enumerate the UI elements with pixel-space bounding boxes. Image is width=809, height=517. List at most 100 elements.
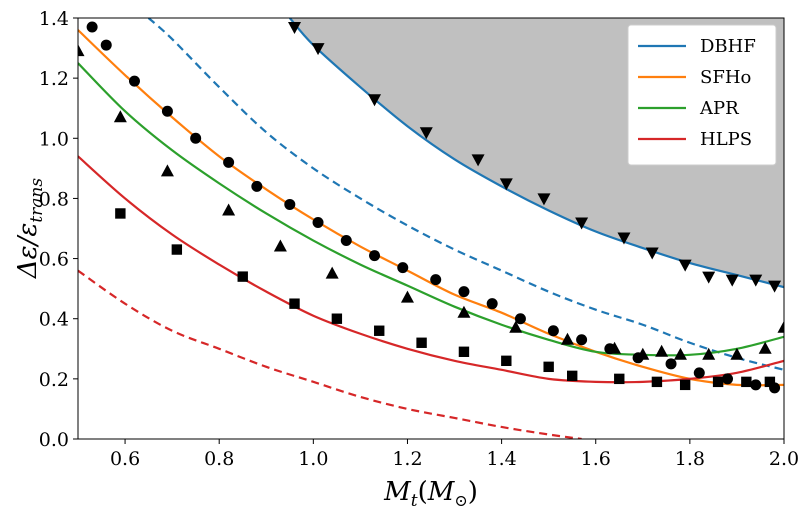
marker-triangles-down <box>702 271 716 284</box>
marker-circles <box>100 39 112 51</box>
series-line-dbhf-dashed <box>147 18 784 371</box>
y-axis-ticks: 0.0 0.2 0.4 0.6 0.8 1.0 1.2 1.4 <box>39 8 78 451</box>
x-tick-label: 0.6 <box>110 448 140 470</box>
marker-squares <box>712 376 724 388</box>
marker-triangles-up <box>509 320 523 333</box>
legend-label-apr: APR <box>699 98 739 119</box>
x-tick-label: 1.6 <box>581 448 611 470</box>
x-axis-ticks: 0.6 0.8 1.0 1.2 1.4 1.6 1.8 2.0 <box>110 439 799 470</box>
series-line-hlps-dashed <box>78 269 582 439</box>
marker-circles <box>128 75 140 87</box>
marker-circles <box>190 132 202 144</box>
marker-squares <box>679 379 691 391</box>
marker-squares <box>416 337 427 348</box>
marker-circles <box>486 298 498 310</box>
marker-circles <box>750 379 762 391</box>
marker-circles <box>86 21 98 33</box>
marker-triangles-up <box>777 320 784 333</box>
marker-triangles-down <box>419 127 433 140</box>
legend-box <box>627 24 777 166</box>
marker-squares <box>741 376 752 388</box>
marker-triangles-up <box>113 110 127 123</box>
marker-circles <box>340 235 352 247</box>
marker-circles <box>251 180 263 192</box>
y-tick-label: 0.4 <box>39 309 69 331</box>
y-tick-label: 1.0 <box>39 128 69 150</box>
marker-triangles-down <box>617 232 631 245</box>
marker-squares <box>171 244 183 255</box>
legend: DBHF SFHo APR HLPS <box>627 24 777 166</box>
marker-triangles-up <box>560 332 574 345</box>
marker-circles <box>312 216 324 228</box>
marker-squares <box>764 376 776 388</box>
marker-squares <box>458 346 470 357</box>
marker-triangles-down <box>288 22 302 35</box>
y-tick-label: 0.6 <box>39 249 69 271</box>
marker-triangles-up <box>655 344 669 357</box>
marker-squares <box>331 313 343 324</box>
legend-label-sfho: SFHo <box>700 67 751 88</box>
marker-triangles-down <box>537 193 551 206</box>
marker-circles <box>514 313 526 325</box>
marker-circles <box>284 198 296 210</box>
marker-triangles-up <box>273 239 287 252</box>
marker-squares <box>543 361 554 373</box>
marker-circles <box>665 358 677 370</box>
marker-circles <box>693 367 705 379</box>
marker-circles <box>458 286 470 298</box>
y-axis-label: Δε/εtrans <box>13 178 47 279</box>
plot-frame <box>77 17 785 440</box>
marker-squares <box>567 370 578 382</box>
x-tick-label: 1.8 <box>675 448 705 470</box>
y-tick-label: 1.2 <box>39 68 69 90</box>
marker-triangles-up <box>457 305 471 318</box>
marker-squares <box>614 373 625 385</box>
marker-triangles-up <box>400 290 414 303</box>
marker-circles <box>369 250 381 262</box>
marker-circles <box>722 373 734 385</box>
x-tick-label: 1.2 <box>392 448 422 470</box>
x-tick-label: 1.4 <box>486 448 516 470</box>
x-tick-label: 2.0 <box>769 448 799 470</box>
marker-squares <box>237 271 248 282</box>
marker-circles <box>161 105 173 117</box>
marker-triangles-down <box>768 280 782 293</box>
marker-triangles-down <box>311 43 325 56</box>
legend-label-hlps: HLPS <box>700 129 752 150</box>
marker-squares <box>374 325 385 336</box>
marker-triangles-up <box>673 347 687 360</box>
x-tick-label: 0.8 <box>204 448 234 470</box>
series-line-dbhf <box>288 18 784 289</box>
marker-triangles-up <box>608 341 622 354</box>
marker-triangles-down <box>645 247 659 260</box>
marker-circles <box>576 334 588 346</box>
y-tick-label: 1.4 <box>39 8 69 30</box>
marker-squares <box>115 208 126 219</box>
marker-triangles-up <box>160 164 174 177</box>
marker-triangles-down <box>368 94 382 107</box>
marker-circles <box>547 325 559 337</box>
marker-triangles-down <box>499 178 513 191</box>
legend-label-dbhf: DBHF <box>700 36 756 57</box>
marker-triangles-down <box>471 154 485 167</box>
series-line-sfho <box>78 29 784 387</box>
marker-triangles-down <box>725 274 739 287</box>
marker-triangles-up <box>636 347 650 360</box>
y-tick-label: 0.0 <box>39 429 69 451</box>
y-tick-label: 0.8 <box>39 188 69 210</box>
marker-circles <box>223 156 235 168</box>
marker-squares <box>651 376 663 388</box>
marker-triangles-up <box>702 347 716 360</box>
x-axis-label: Mt(M⊙) <box>383 477 478 511</box>
marker-triangles-down <box>678 259 692 272</box>
marker-triangles-down <box>575 217 589 230</box>
marker-triangles-up <box>222 203 236 216</box>
marker-triangles-up <box>78 44 85 57</box>
x-tick-label: 1.0 <box>298 448 328 470</box>
y-tick-label: 0.2 <box>39 369 69 391</box>
marker-triangles-up <box>758 341 772 354</box>
marker-triangles-up <box>325 266 339 279</box>
series-line-hlps <box>78 155 784 384</box>
marker-squares <box>501 355 512 367</box>
